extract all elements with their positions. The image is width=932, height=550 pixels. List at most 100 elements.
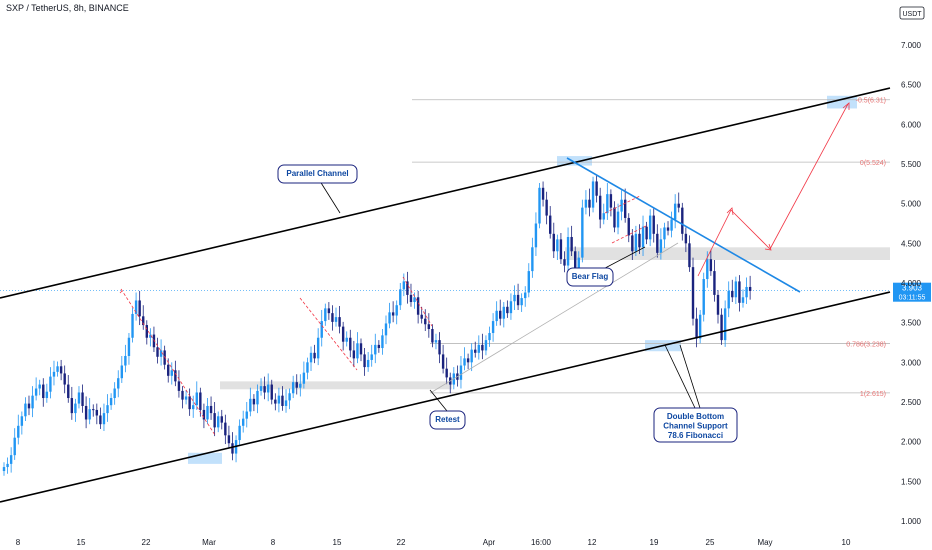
candle-body xyxy=(477,344,481,353)
candle-body xyxy=(316,337,320,359)
candle-body xyxy=(541,187,545,200)
candle-body xyxy=(88,409,91,420)
candle-body xyxy=(227,435,231,444)
x-tick-label: 16:00 xyxy=(531,538,552,547)
candle-body xyxy=(349,337,352,351)
arrowhead xyxy=(726,207,734,216)
candle-body xyxy=(595,181,598,196)
candle-body xyxy=(84,405,88,420)
y-tick-label: 4.000 xyxy=(901,279,922,288)
candles xyxy=(2,175,752,476)
candle-body xyxy=(513,294,516,302)
currency-box[interactable] xyxy=(899,6,925,20)
channel-lower-line xyxy=(0,291,891,503)
candle-body xyxy=(102,413,106,425)
y-tick-label: 3.000 xyxy=(901,358,922,367)
candle-body xyxy=(124,355,127,366)
candle-body xyxy=(338,317,341,327)
candle-body xyxy=(673,203,677,220)
correction-dashed-line xyxy=(119,289,124,294)
parallel-channel-label-text: Parallel Channel xyxy=(286,169,348,178)
candle-body xyxy=(420,314,423,319)
candle-body xyxy=(377,344,381,349)
candle-body xyxy=(677,203,680,208)
candle-body xyxy=(313,352,316,359)
candle-body xyxy=(474,349,477,353)
resistance-zone xyxy=(565,247,890,260)
descending-trendline xyxy=(566,157,801,293)
candle-body xyxy=(163,350,166,365)
candle-body xyxy=(334,317,338,322)
x-tick-label: 12 xyxy=(588,538,597,547)
callout-connector xyxy=(429,389,448,412)
candle-body xyxy=(634,233,638,252)
candle-body xyxy=(491,321,495,333)
candle-body xyxy=(734,281,738,298)
candle-body xyxy=(516,294,520,306)
candle-body xyxy=(445,368,448,378)
candle-body xyxy=(527,271,530,293)
candle-body xyxy=(384,323,388,336)
fibonacci-levels: 0(5.524) 0.786(3.238) 1(2.615) -0.5(6.31) xyxy=(0,98,890,398)
candle-body xyxy=(324,308,327,322)
candle-body xyxy=(641,226,645,248)
candle-body xyxy=(684,233,688,244)
candle-body xyxy=(224,422,227,436)
candle-body xyxy=(181,390,184,400)
candle-body xyxy=(584,199,588,208)
candle-body xyxy=(620,199,623,212)
candle-body xyxy=(120,365,124,379)
candle-body xyxy=(731,290,734,298)
y-tick-label: 1.000 xyxy=(901,517,922,526)
candle-body xyxy=(645,226,648,240)
candle-body xyxy=(459,365,463,380)
candle-body xyxy=(427,324,431,330)
x-tick-label: 15 xyxy=(77,538,86,547)
candle-body xyxy=(470,349,473,363)
candle-body xyxy=(241,418,245,426)
price-badge xyxy=(893,282,931,302)
candle-body xyxy=(31,395,34,409)
callout-connector xyxy=(679,344,701,409)
candle-body xyxy=(623,199,627,218)
candle-body xyxy=(366,359,370,368)
candle-body xyxy=(306,362,309,373)
candle-body xyxy=(613,207,616,228)
candle-body xyxy=(570,236,573,252)
channel-upper-line xyxy=(0,87,891,299)
candle-body xyxy=(524,292,527,299)
candle-body xyxy=(38,384,41,389)
callout-connector xyxy=(664,344,696,409)
candle-body xyxy=(406,281,409,295)
candle-body xyxy=(238,425,241,441)
touch-highlight xyxy=(557,156,592,166)
candle-body xyxy=(327,308,331,314)
candle-body xyxy=(538,187,541,224)
candle-body xyxy=(291,382,295,394)
candle-body xyxy=(145,325,148,338)
candle-body xyxy=(174,370,177,382)
candle-body xyxy=(549,215,552,234)
candle-body xyxy=(117,378,120,389)
x-tick-label: Mar xyxy=(202,538,216,547)
candle-body xyxy=(252,398,256,405)
labels: Parallel Channel Bear Flag Retest Double Bo… xyxy=(277,6,931,443)
candle-body xyxy=(720,314,723,341)
bear-flag-label xyxy=(566,267,614,287)
candle-body xyxy=(2,467,6,472)
fib-label: -0.5(6.31) xyxy=(856,98,886,105)
double-bottom-label-text: 78.6 Fibonacci xyxy=(668,431,723,440)
target-highlight xyxy=(827,95,857,109)
fib-label: 0(5.524) xyxy=(860,160,886,167)
candle-body xyxy=(402,281,406,290)
candle-body xyxy=(616,211,620,228)
candle-body xyxy=(506,306,509,314)
candle-body xyxy=(134,300,138,314)
candle-body xyxy=(20,416,24,426)
projection-arrow xyxy=(769,103,849,250)
callout-connector xyxy=(317,177,341,214)
candle-body xyxy=(195,392,198,406)
candle-body xyxy=(131,313,134,338)
y-tick-label: 1.500 xyxy=(901,477,922,486)
